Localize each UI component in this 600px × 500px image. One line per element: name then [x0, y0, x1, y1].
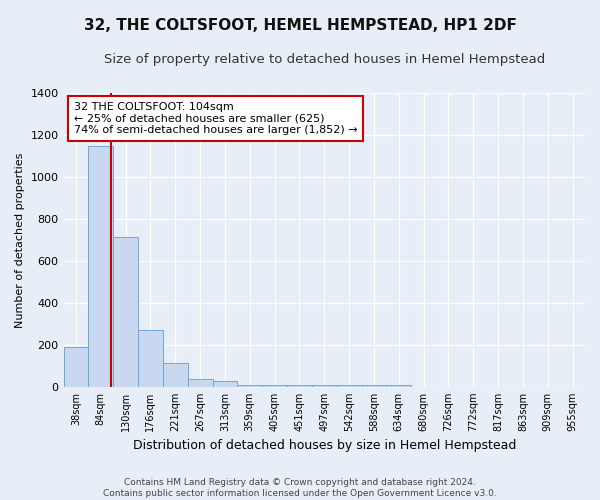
Title: Size of property relative to detached houses in Hemel Hempstead: Size of property relative to detached ho…	[104, 52, 545, 66]
Y-axis label: Number of detached properties: Number of detached properties	[15, 152, 25, 328]
Text: 32 THE COLTSFOOT: 104sqm
← 25% of detached houses are smaller (625)
74% of semi-: 32 THE COLTSFOOT: 104sqm ← 25% of detach…	[74, 102, 358, 135]
Bar	[386, 385, 411, 387]
Text: Contains HM Land Registry data © Crown copyright and database right 2024.
Contai: Contains HM Land Registry data © Crown c…	[103, 478, 497, 498]
Bar	[163, 362, 188, 387]
Bar	[287, 385, 312, 387]
Bar	[188, 380, 212, 387]
Bar	[312, 385, 337, 387]
Bar	[64, 346, 88, 387]
Bar	[362, 385, 386, 387]
Bar	[238, 385, 262, 387]
Bar	[262, 385, 287, 387]
Text: 32, THE COLTSFOOT, HEMEL HEMPSTEAD, HP1 2DF: 32, THE COLTSFOOT, HEMEL HEMPSTEAD, HP1 …	[83, 18, 517, 32]
Bar	[138, 330, 163, 387]
Bar	[88, 146, 113, 387]
Bar	[113, 237, 138, 387]
X-axis label: Distribution of detached houses by size in Hemel Hempstead: Distribution of detached houses by size …	[133, 440, 516, 452]
Bar	[337, 385, 362, 387]
Bar	[212, 381, 238, 387]
